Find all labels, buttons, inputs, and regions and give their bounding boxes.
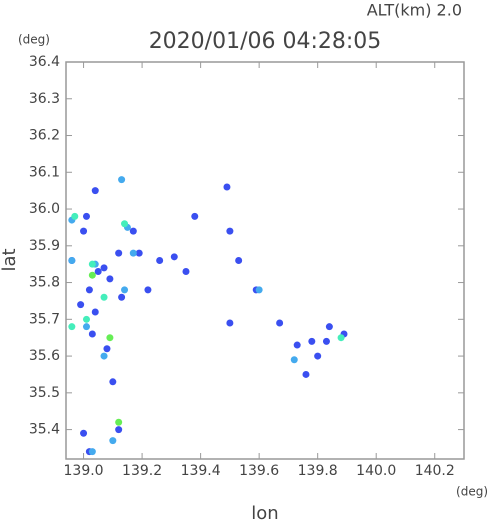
- echo-point: [156, 257, 164, 264]
- echo-point: [121, 286, 129, 294]
- echo-point: [82, 315, 90, 323]
- echo-point: [182, 268, 190, 276]
- echo-point: [68, 323, 76, 331]
- y-tick-label: 35.5: [29, 385, 60, 401]
- x-tick-label: 139.0: [64, 463, 104, 479]
- echo-point: [129, 227, 137, 235]
- echo-point: [82, 212, 90, 220]
- echo-point: [135, 249, 143, 257]
- echo-point: [121, 220, 129, 228]
- echo-point: [94, 268, 102, 276]
- echo-point: [109, 378, 117, 386]
- x-tick-label: 139.8: [298, 463, 338, 479]
- echo-point: [144, 286, 152, 294]
- chart-title: 2020/01/06 04:28:05: [149, 29, 382, 54]
- x-tick-label: 139.4: [181, 463, 221, 479]
- echo-point: [85, 286, 93, 294]
- echo-point: [80, 227, 88, 235]
- echo-point: [106, 275, 114, 283]
- echo-point: [118, 176, 126, 184]
- echo-point: [191, 212, 199, 220]
- y-tick-label: 36.4: [29, 54, 60, 70]
- echo-point: [100, 264, 108, 272]
- altitude-label: ALT(km) 2.0: [367, 1, 462, 20]
- echo-point: [88, 330, 96, 338]
- echo-point: [302, 370, 310, 378]
- echo-point: [71, 212, 79, 220]
- echo-point: [325, 323, 333, 331]
- x-tick-label: 140.0: [356, 463, 396, 479]
- echo-point: [100, 293, 108, 301]
- echo-point: [308, 337, 316, 345]
- echo-point: [88, 448, 96, 456]
- y-unit: (deg): [18, 33, 50, 47]
- echo-point: [170, 253, 178, 261]
- y-tick-label: 36.3: [29, 91, 60, 107]
- x-tick-label: 139.2: [122, 463, 162, 479]
- echo-point: [68, 257, 76, 264]
- echo-point: [129, 249, 137, 257]
- echo-point: [82, 323, 90, 331]
- plot-frame: [65, 61, 465, 460]
- echo-point: [91, 308, 99, 316]
- echo-point: [223, 183, 231, 191]
- echo-point: [115, 249, 123, 257]
- y-tick-label: 35.8: [29, 275, 60, 291]
- echo-point: [115, 426, 123, 434]
- echo-point: [226, 227, 234, 235]
- y-tick-label: 35.6: [29, 348, 60, 364]
- y-tick-label: 35.4: [29, 422, 60, 438]
- echo-point: [77, 301, 85, 309]
- echo-point: [91, 187, 99, 195]
- x-axis-label: lon: [251, 503, 278, 521]
- echo-point: [235, 257, 243, 264]
- echo-point: [88, 271, 96, 279]
- echo-point: [322, 337, 330, 345]
- x-unit: (deg): [456, 485, 488, 499]
- echo-point: [106, 334, 114, 342]
- echo-point: [290, 356, 298, 364]
- echo-point: [80, 429, 88, 437]
- echo-point: [118, 293, 126, 301]
- x-tick-label: 140.2: [415, 463, 455, 479]
- y-tick-label: 36.2: [29, 128, 60, 144]
- echo-point: [100, 352, 108, 360]
- echo-point: [109, 437, 117, 445]
- y-tick-label: 35.9: [29, 238, 60, 254]
- y-axis-label: lat: [0, 248, 20, 271]
- y-tick-label: 36.0: [29, 201, 60, 217]
- echo-point: [115, 418, 123, 426]
- x-tick-label: 139.6: [239, 463, 279, 479]
- echo-point: [88, 260, 96, 268]
- y-tick-label: 35.7: [29, 311, 60, 327]
- echo-point: [314, 352, 322, 360]
- echo-point: [276, 319, 284, 327]
- y-tick-label: 36.1: [29, 164, 60, 180]
- echo-point: [103, 345, 111, 353]
- echo-point: [293, 341, 301, 349]
- echo-point: [226, 319, 234, 327]
- echo-point: [255, 286, 263, 294]
- echo-point: [337, 334, 345, 342]
